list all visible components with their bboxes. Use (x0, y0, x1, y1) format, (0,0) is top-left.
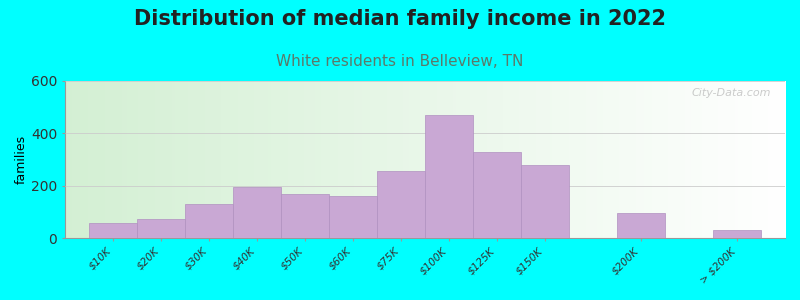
Bar (185, 204, 233, 238)
Text: White residents in Belleview, TN: White residents in Belleview, TN (276, 54, 524, 69)
Bar (425, 115, 473, 238)
Bar (233, 187, 281, 238)
Text: Distribution of median family income in 2022: Distribution of median family income in … (134, 9, 666, 29)
Bar (89, 223, 137, 238)
Bar (281, 194, 329, 238)
Bar (521, 165, 569, 238)
Bar (137, 219, 185, 238)
Bar (329, 196, 377, 238)
Y-axis label: families: families (15, 135, 28, 184)
Bar (617, 213, 665, 238)
Text: City-Data.com: City-Data.com (691, 88, 770, 98)
Bar (713, 230, 761, 238)
Bar (377, 171, 425, 238)
Bar (473, 152, 521, 238)
